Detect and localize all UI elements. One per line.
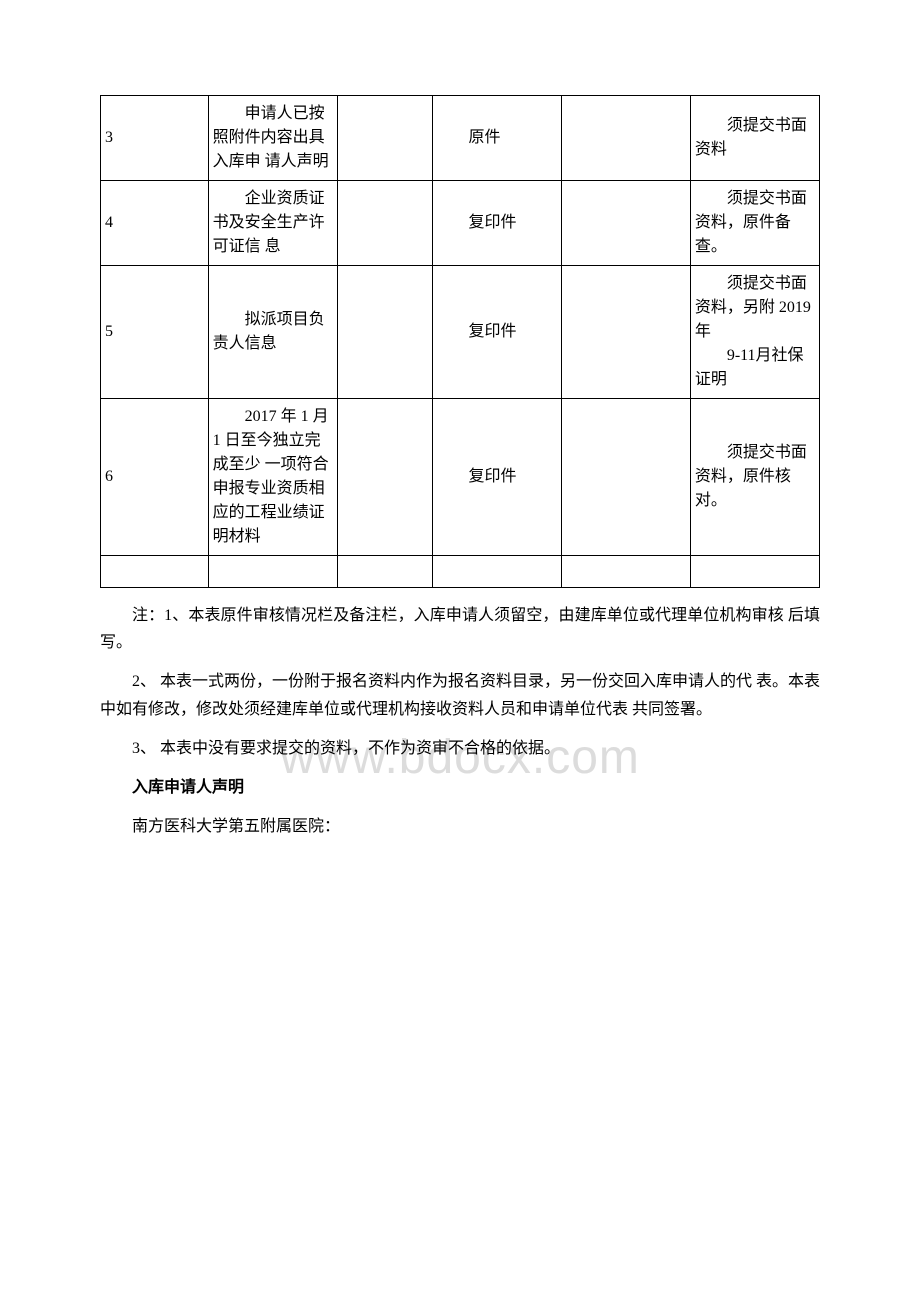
materials-table: 3 申请人已按照附件内容出具入库申 请人声明 原件 须提交书面资料 4 企业资质… bbox=[100, 95, 820, 588]
row-format: 复印件 bbox=[432, 181, 561, 266]
row-blank bbox=[561, 266, 690, 399]
row-note: 须提交书面资料，原件核对。 bbox=[690, 399, 819, 556]
row-number: 4 bbox=[101, 181, 209, 266]
empty-cell bbox=[337, 556, 432, 588]
row-blank bbox=[337, 181, 432, 266]
row-number: 5 bbox=[101, 266, 209, 399]
row-name: 申请人已按照附件内容出具入库申 请人声明 bbox=[208, 96, 337, 181]
row-blank bbox=[337, 96, 432, 181]
addressee-line: 南方医科大学第五附属医院： bbox=[100, 813, 820, 840]
row-format: 复印件 bbox=[432, 399, 561, 556]
row-blank bbox=[561, 181, 690, 266]
row-format: 原件 bbox=[432, 96, 561, 181]
row-number: 6 bbox=[101, 399, 209, 556]
empty-cell bbox=[432, 556, 561, 588]
row-name: 拟派项目负责人信息 bbox=[208, 266, 337, 399]
row-blank bbox=[337, 399, 432, 556]
row-blank bbox=[561, 96, 690, 181]
empty-cell bbox=[561, 556, 690, 588]
table-row: 4 企业资质证书及安全生产许可证信 息 复印件 须提交书面资料，原件备查。 bbox=[101, 181, 820, 266]
row-name: 2017 年 1 月 1 日至今独立完成至少 一项符合申报专业资质相应的工程业绩… bbox=[208, 399, 337, 556]
note-3: 3、 本表中没有要求提交的资料，不作为资审不合格的依据。 bbox=[100, 735, 820, 762]
table-row: 6 2017 年 1 月 1 日至今独立完成至少 一项符合申报专业资质相应的工程… bbox=[101, 399, 820, 556]
empty-cell bbox=[208, 556, 337, 588]
table-row: 3 申请人已按照附件内容出具入库申 请人声明 原件 须提交书面资料 bbox=[101, 96, 820, 181]
row-note: 须提交书面资料，原件备查。 bbox=[690, 181, 819, 266]
empty-cell bbox=[101, 556, 209, 588]
row-number: 3 bbox=[101, 96, 209, 181]
empty-cell bbox=[690, 556, 819, 588]
row-blank bbox=[337, 266, 432, 399]
notes-section: 注：1、本表原件审核情况栏及备注栏，入库申请人须留空，由建库单位或代理单位机构审… bbox=[100, 602, 820, 840]
row-name: 企业资质证书及安全生产许可证信 息 bbox=[208, 181, 337, 266]
table-row: 5 拟派项目负责人信息 复印件 须提交书面资料，另附 2019 年 9-11月社… bbox=[101, 266, 820, 399]
note-1: 注：1、本表原件审核情况栏及备注栏，入库申请人须留空，由建库单位或代理单位机构审… bbox=[100, 602, 820, 656]
row-format: 复印件 bbox=[432, 266, 561, 399]
row-note: 须提交书面资料，另附 2019 年 9-11月社保证明 bbox=[690, 266, 819, 399]
row-note: 须提交书面资料 bbox=[690, 96, 819, 181]
document-page: 3 申请人已按照附件内容出具入库申 请人声明 原件 须提交书面资料 4 企业资质… bbox=[0, 0, 920, 912]
table-empty-row bbox=[101, 556, 820, 588]
declaration-heading: 入库申请人声明 bbox=[100, 774, 820, 801]
note-2: 2、 本表一式两份，一份附于报名资料内作为报名资料目录，另一份交回入库申请人的代… bbox=[100, 668, 820, 722]
row-blank bbox=[561, 399, 690, 556]
